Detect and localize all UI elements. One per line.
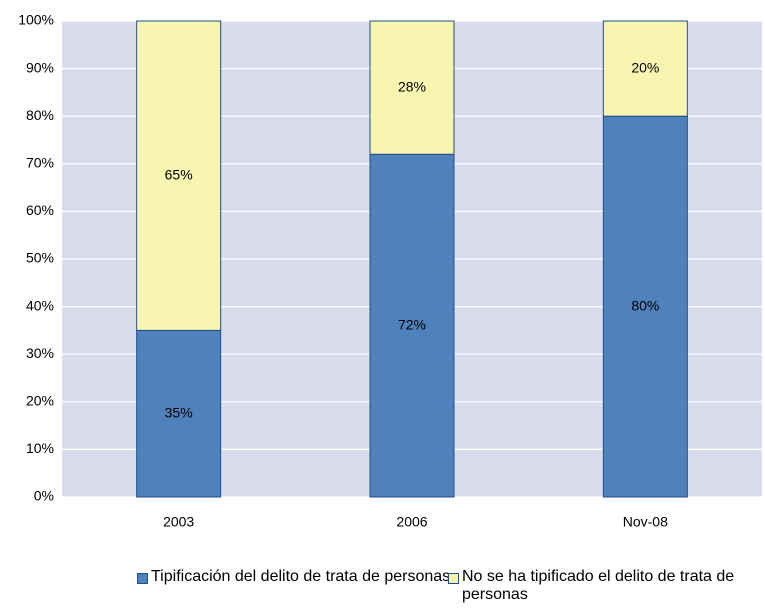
y-tick-label: 100% bbox=[18, 12, 54, 28]
x-tick-label: 2003 bbox=[163, 514, 194, 530]
x-tick-label: Nov-08 bbox=[623, 514, 668, 530]
legend-swatch bbox=[137, 573, 148, 584]
chart: 0% 10% 20% 30% 40% 50% 60% 70% 80% 90% 100% 2003 35%… bbox=[18, 12, 762, 530]
legend-label: No se ha tipificado el delito de trata d… bbox=[462, 568, 735, 603]
y-tick-label: 50% bbox=[26, 250, 54, 266]
bar-segment bbox=[136, 329, 222, 498]
y-tick-label: 0% bbox=[34, 488, 54, 504]
legend-label: Tipificación del delito de trata de pers… bbox=[151, 568, 451, 585]
legend-swatch bbox=[448, 573, 459, 584]
data-label: 72% bbox=[398, 316, 426, 332]
legend-item: No se ha tipificado el delito de trata d… bbox=[448, 568, 762, 604]
data-label: 28% bbox=[398, 78, 426, 94]
y-tick-label: 90% bbox=[26, 59, 54, 75]
data-label: 80% bbox=[631, 297, 659, 313]
bar-segment bbox=[136, 20, 222, 331]
legend-item: Tipificación del delito de trata de pers… bbox=[137, 568, 451, 586]
data-label: 35% bbox=[165, 404, 193, 420]
bar-segment bbox=[602, 115, 688, 498]
y-tick-label: 40% bbox=[26, 297, 54, 313]
y-tick-label: 20% bbox=[26, 393, 54, 409]
y-tick-label: 80% bbox=[26, 107, 54, 123]
bar-segment bbox=[369, 153, 455, 498]
y-tick-label: 10% bbox=[26, 440, 54, 456]
y-tick-label: 70% bbox=[26, 155, 54, 171]
data-label: 65% bbox=[165, 166, 193, 182]
bar-segment bbox=[602, 20, 688, 117]
y-tick-label: 60% bbox=[26, 202, 54, 218]
data-label: 20% bbox=[631, 59, 659, 75]
y-tick-label: 30% bbox=[26, 345, 54, 361]
bar-segment bbox=[369, 20, 455, 155]
x-tick-label: 2006 bbox=[396, 514, 427, 530]
